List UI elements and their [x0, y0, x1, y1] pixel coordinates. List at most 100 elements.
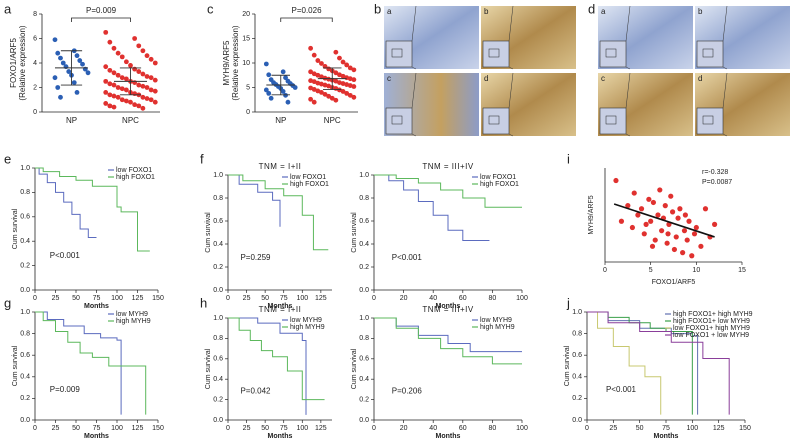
data-point [655, 212, 661, 218]
data-point [132, 91, 138, 97]
x-tick-label: 60 [459, 425, 467, 432]
data-point [652, 237, 658, 243]
data-point [123, 98, 129, 104]
x-tick-label: 25 [52, 425, 60, 432]
y-tick-label: 1.0 [213, 172, 223, 179]
x-tick-label: 25 [52, 295, 60, 302]
y-tick-label: 0.8 [213, 195, 223, 202]
x-tick-label: 60 [459, 295, 467, 302]
data-point [664, 240, 670, 246]
panel-letter: g [4, 295, 11, 310]
data-point [119, 75, 125, 81]
y-tick-label: 0 [33, 109, 37, 116]
y-tick-label: 10 [242, 60, 250, 67]
data-point [638, 206, 645, 212]
legend-label: high FOXO1 [480, 181, 519, 188]
data-point [315, 58, 321, 63]
data-point [123, 76, 129, 82]
legend-label: low MYH9 [116, 311, 148, 318]
y-tick-label: 15 [242, 35, 250, 42]
data-point [347, 83, 353, 88]
survival-curve [35, 311, 122, 415]
y-tick-label: 0.6 [359, 218, 369, 225]
image-sublabel: a [601, 7, 606, 16]
legend-label: high FOXO1+ low MYH9 [673, 318, 750, 325]
data-point [329, 95, 335, 101]
inset [696, 107, 724, 135]
survival-curve [228, 317, 307, 415]
data-point [111, 45, 117, 51]
data-point [311, 71, 317, 77]
inset [385, 107, 413, 135]
statistic: r=-0.328 [702, 169, 728, 176]
data-point [107, 92, 113, 98]
x-tick-label: 50 [261, 295, 269, 302]
significance-bracket [280, 17, 333, 22]
data-point [266, 90, 272, 96]
data-point [136, 103, 142, 109]
y-tick-label: 0.2 [213, 396, 223, 403]
y-axis-label: Cum survival [351, 348, 358, 389]
legend-label: high MYH9 [290, 324, 325, 331]
zoom-box [605, 48, 617, 58]
x-tick-label: 0 [33, 425, 37, 432]
y-tick-label: 1.0 [213, 315, 223, 322]
x-tick-label: 0 [226, 425, 230, 432]
data-point [673, 234, 679, 240]
data-point [268, 95, 274, 101]
significance-bracket [71, 17, 131, 22]
data-point [144, 85, 150, 90]
data-point [322, 91, 328, 97]
data-point [677, 206, 683, 212]
data-point [152, 99, 158, 105]
data-point [657, 187, 663, 193]
data-point [148, 75, 154, 81]
data-point [123, 87, 129, 93]
data-point [337, 80, 342, 85]
image-sublabel: a [387, 7, 392, 16]
data-point [662, 203, 668, 209]
data-point [128, 99, 133, 105]
data-point [119, 97, 125, 103]
inset [482, 107, 510, 135]
data-point [702, 206, 709, 212]
y-tick-label: 0.0 [213, 287, 223, 294]
x-tick-label: 5 [649, 267, 653, 274]
data-point [119, 54, 125, 60]
inset-link [508, 72, 514, 109]
y-tick-label: 1.0 [20, 165, 30, 172]
data-point [340, 89, 346, 94]
inset-link [411, 133, 417, 137]
data-point [71, 80, 77, 85]
image-sublabel: b [484, 7, 489, 16]
x-tick-label: 100 [296, 295, 308, 302]
x-tick-label: 75 [662, 425, 670, 432]
y-tick-label: 20 [242, 11, 250, 18]
data-point [681, 228, 688, 234]
zoom-box [488, 48, 500, 58]
x-tick-label: 0 [372, 295, 376, 302]
data-point [641, 231, 647, 237]
data-point [140, 71, 146, 77]
data-point [686, 218, 692, 224]
x-tick-label: 150 [152, 425, 164, 432]
legend-label: high FOXO1+ high MYH9 [673, 311, 753, 318]
inset-link [508, 66, 514, 70]
x-tick-label: 125 [315, 295, 327, 302]
data-point [665, 231, 671, 237]
x-tick-label: 25 [243, 425, 251, 432]
x-axis-label: Months [84, 433, 109, 440]
panel-letter: f [200, 151, 204, 166]
y-axis-label: (Relative expression) [18, 25, 27, 100]
data-point [311, 87, 317, 92]
y-tick-label: 0.4 [213, 241, 223, 248]
survival-curve [228, 174, 329, 251]
zoom-box [391, 48, 403, 58]
data-point [111, 93, 117, 99]
data-point [319, 61, 324, 66]
survival-curve [228, 317, 325, 401]
chart-title: TNM = III+IV [422, 162, 474, 171]
data-point [340, 81, 346, 86]
x-tick-label: 75 [280, 425, 288, 432]
data-point [115, 50, 121, 56]
